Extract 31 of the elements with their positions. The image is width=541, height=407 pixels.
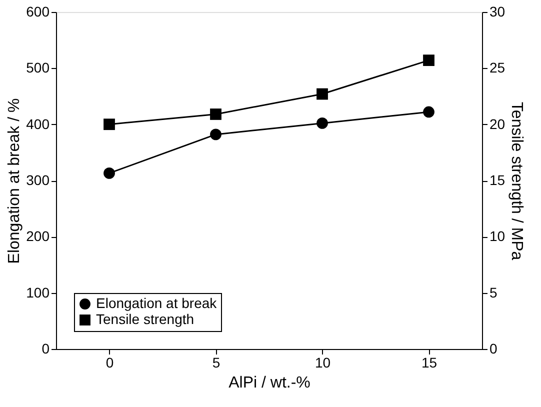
x-tick-label: 5 xyxy=(212,354,220,370)
x-axis-title: AlPi / wt.-% xyxy=(228,374,310,392)
y2-axis-title: Tensile strength / MPa xyxy=(508,102,526,260)
y-tick-label: 400 xyxy=(26,116,50,132)
y-tick-label: 500 xyxy=(26,60,50,76)
point xyxy=(104,118,115,130)
point xyxy=(210,128,222,140)
point xyxy=(316,118,328,129)
point xyxy=(423,54,434,66)
y-tick-label: 200 xyxy=(26,228,50,244)
y-tick-label: 600 xyxy=(26,4,50,20)
legend-label: Tensile strength xyxy=(96,311,194,327)
y2-tick-label: 25 xyxy=(490,60,506,76)
y2-tick-label: 5 xyxy=(490,284,498,300)
point xyxy=(210,108,222,120)
y2-tick-label: 15 xyxy=(490,172,506,188)
y-axis-title: Elongation at break / % xyxy=(6,98,24,264)
y2-tick-label: 0 xyxy=(490,340,498,356)
x-tick-label: 0 xyxy=(106,354,114,370)
y2-tick-label: 20 xyxy=(490,116,506,132)
legend-label: Elongation at break xyxy=(96,295,218,311)
y2-tick-label: 30 xyxy=(490,4,506,20)
y2-tick-label: 10 xyxy=(490,228,506,244)
y-tick-label: 100 xyxy=(26,284,50,300)
x-tick-label: 10 xyxy=(314,354,331,370)
point xyxy=(316,88,328,100)
y-tick-label: 0 xyxy=(42,340,50,356)
point xyxy=(423,106,434,118)
point xyxy=(104,168,115,179)
y-tick-label: 300 xyxy=(26,172,50,188)
x-tick-label: 15 xyxy=(421,354,438,370)
